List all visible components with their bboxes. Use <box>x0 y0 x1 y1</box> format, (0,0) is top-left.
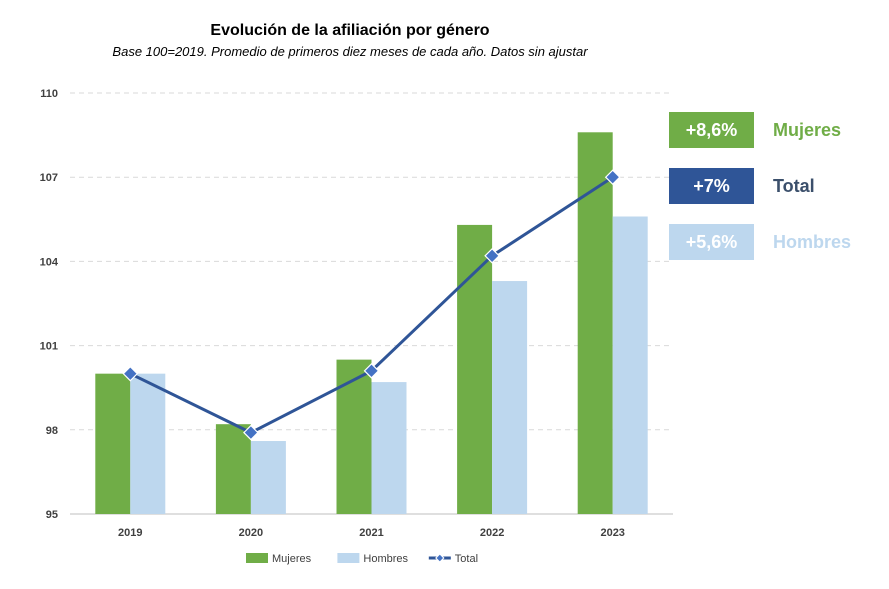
y-tick-label: 95 <box>46 509 58 521</box>
y-tick-label: 101 <box>40 341 58 353</box>
badge-mujeres: +8,6% <box>669 112 754 148</box>
badge-hombres: +5,6% <box>669 224 754 260</box>
badge-total-label: Total <box>773 176 815 196</box>
bar-mujeres <box>215 424 251 514</box>
bar-hombres <box>130 373 166 514</box>
bar-hombres <box>492 281 528 514</box>
badge-hombres-value: +5,6% <box>685 231 738 252</box>
chart-subtitle: Base 100=2019. Promedio de primeros diez… <box>112 44 588 59</box>
point-total <box>122 365 139 382</box>
legend-label: Total <box>455 553 478 565</box>
x-tick-label: 2020 <box>239 527 263 539</box>
point-total <box>604 169 621 186</box>
point-total <box>484 247 500 264</box>
legend-swatch-mujeres <box>246 553 268 563</box>
badge-total: +7% <box>669 168 754 204</box>
bar-hombres <box>612 216 648 514</box>
x-tick-label: 2022 <box>480 527 504 539</box>
bar-mujeres <box>95 373 131 514</box>
y-tick-label: 98 <box>46 425 58 437</box>
bar-hombres <box>371 382 407 514</box>
chart-title: Evolución de la afiliación por género <box>210 22 490 39</box>
y-tick-label: 107 <box>40 172 58 184</box>
legend-label: Mujeres <box>272 553 312 565</box>
point-total <box>243 424 259 441</box>
bar-mujeres <box>457 224 493 514</box>
bar-mujeres <box>336 359 372 514</box>
badge-mujeres-value: +8,6% <box>685 119 738 140</box>
legend-marker-total <box>435 553 445 563</box>
y-tick-label: 104 <box>40 256 59 268</box>
bar-hombres <box>250 441 286 514</box>
legend-label: Hombres <box>363 553 408 565</box>
y-tick-label: 110 <box>40 88 58 100</box>
point-total <box>363 363 380 379</box>
x-tick-label: 2021 <box>359 527 383 539</box>
badge-mujeres-label: Mujeres <box>773 120 842 140</box>
badge-hombres-label: Hombres <box>773 232 852 252</box>
badge-total-value: +7% <box>693 175 730 196</box>
legend-swatch-hombres <box>337 553 360 563</box>
x-tick-label: 2023 <box>600 527 624 539</box>
x-tick-label: 2019 <box>118 527 142 539</box>
